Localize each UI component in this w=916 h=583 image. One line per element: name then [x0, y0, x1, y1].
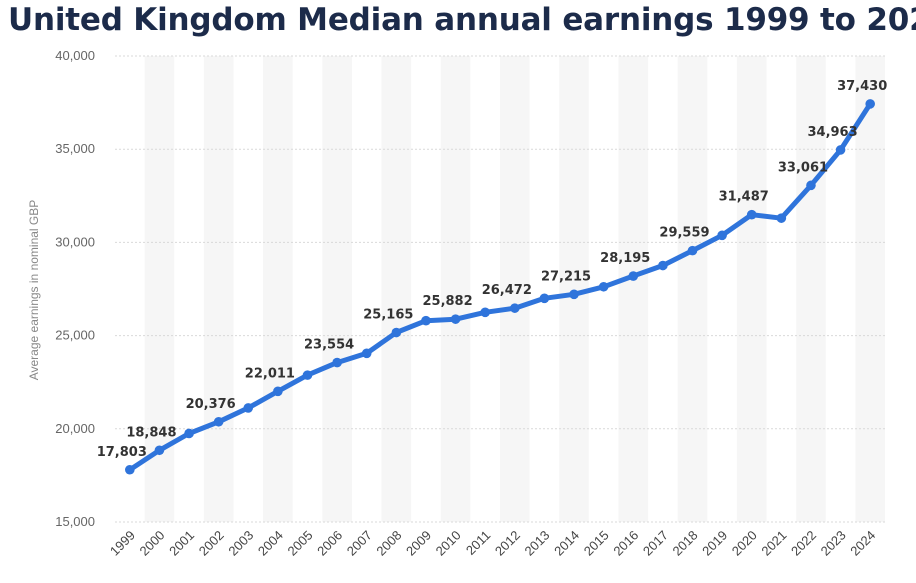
data-point-2003: [243, 403, 254, 413]
x-tick-label: 2011: [463, 528, 493, 558]
x-tick-label: 2010: [433, 528, 464, 559]
data-point-2023: [835, 145, 846, 155]
data-label-2020: 31,487: [719, 190, 769, 205]
data-point-2000: [154, 445, 165, 456]
data-point-2016: [628, 271, 639, 281]
data-point-2022: [806, 180, 816, 191]
x-tick-label: 2023: [818, 528, 849, 559]
x-tick-label: 2015: [581, 528, 612, 559]
x-tick-label: 2005: [285, 528, 316, 559]
band-2014: [559, 56, 589, 522]
data-point-2019: [717, 230, 727, 241]
band-2016: [618, 56, 649, 522]
x-tick-label: 2013: [521, 528, 552, 559]
data-label-2002: 20,376: [186, 397, 236, 412]
data-point-2011: [480, 307, 490, 318]
data-label-2024: 37,430: [837, 79, 887, 94]
data-label-2012: 26,472: [482, 283, 532, 298]
x-tick-label: 2002: [196, 528, 227, 559]
data-point-2013: [539, 293, 550, 304]
data-point-2002: [213, 416, 224, 427]
data-label-2004: 22,011: [245, 366, 295, 381]
band-2012: [500, 56, 530, 522]
data-point-2009: [421, 315, 431, 326]
data-label-2018: 29,559: [659, 226, 709, 241]
x-tick-label: 2008: [373, 528, 404, 559]
data-point-2001: [184, 428, 194, 439]
y-tick-label: 20,000: [55, 421, 95, 436]
x-axis-ticks: 1999200020012002200320042005200620072008…: [107, 528, 878, 559]
data-labels: 17,803 18,848 20,376 22,011 23,554 25,165 25,8…: [97, 79, 888, 460]
x-tick-label: 2001: [166, 528, 197, 559]
x-tick-label: 2016: [610, 528, 641, 559]
data-point-2024: [865, 99, 875, 109]
x-tick-label: 2012: [492, 528, 523, 559]
data-point-2004: [273, 386, 283, 397]
data-label-1999: 17,803: [97, 445, 147, 460]
band-2022: [796, 56, 826, 522]
band-2024: [855, 56, 885, 522]
band-2018: [677, 56, 708, 522]
band-2008: [381, 56, 412, 522]
x-tick-label: 2021: [758, 528, 789, 559]
y-tick-label: 15,000: [55, 514, 95, 529]
data-point-2005: [302, 370, 313, 380]
data-point-2017: [658, 260, 668, 271]
x-tick-label: 2007: [344, 528, 375, 559]
y-tick-label: 40,000: [55, 48, 95, 63]
data-point-2012: [510, 303, 520, 313]
y-axis-ticks: 15,000 20,000 25,000 30,000 35,000 40,000: [55, 48, 95, 529]
data-point-2020: [746, 209, 757, 220]
data-label-2006: 23,554: [304, 338, 354, 353]
x-tick-label: 2003: [225, 528, 256, 559]
x-tick-label: 2024: [847, 528, 878, 559]
data-label-2016: 28,195: [600, 251, 650, 266]
x-tick-label: 2022: [788, 528, 819, 559]
x-tick-label: 1999: [107, 528, 138, 559]
data-point-2018: [687, 245, 698, 256]
series-line: [127, 101, 873, 473]
data-label-2008: 25,165: [363, 308, 413, 323]
data-label-2014: 27,215: [541, 269, 591, 284]
data-point-2021: [776, 213, 787, 223]
data-point-2014: [569, 289, 579, 300]
x-tick-label: 2020: [729, 528, 760, 559]
x-tick-label: 2009: [403, 528, 434, 559]
data-point-1999: [125, 464, 135, 475]
data-point-2008: [391, 327, 402, 338]
gridlines: [115, 55, 885, 523]
y-tick-label: 35,000: [55, 141, 95, 156]
data-point-2015: [598, 281, 609, 292]
x-tick-label: 2004: [255, 528, 286, 559]
band-2006: [322, 56, 352, 522]
x-tick-label: 2017: [640, 528, 671, 559]
band-2010: [440, 56, 471, 522]
alternating-bands: [144, 56, 885, 522]
x-tick-label: 2014: [551, 528, 582, 559]
data-point-2010: [450, 314, 461, 324]
x-tick-label: 2000: [136, 528, 167, 559]
chart-title: United Kingdom Median annual earnings 19…: [8, 2, 916, 38]
x-tick-label: 2018: [670, 528, 701, 559]
band-2002: [203, 56, 234, 522]
x-tick-label: 2019: [699, 528, 730, 559]
data-label-2023: 34,963: [807, 125, 857, 140]
y-tick-label: 25,000: [55, 328, 95, 343]
data-label-2010: 25,882: [422, 294, 472, 309]
data-point-2007: [361, 348, 372, 359]
data-point-2006: [332, 357, 342, 368]
data-label-2000: 18,848: [126, 425, 176, 440]
data-label-2022: 33,061: [778, 160, 828, 175]
data-points: [125, 99, 875, 475]
y-tick-label: 30,000: [55, 234, 95, 249]
band-2020: [736, 56, 767, 522]
y-axis-label: Average earnings in nominal GBP: [27, 200, 41, 381]
x-tick-label: 2006: [314, 528, 345, 559]
band-2004: [263, 56, 293, 522]
